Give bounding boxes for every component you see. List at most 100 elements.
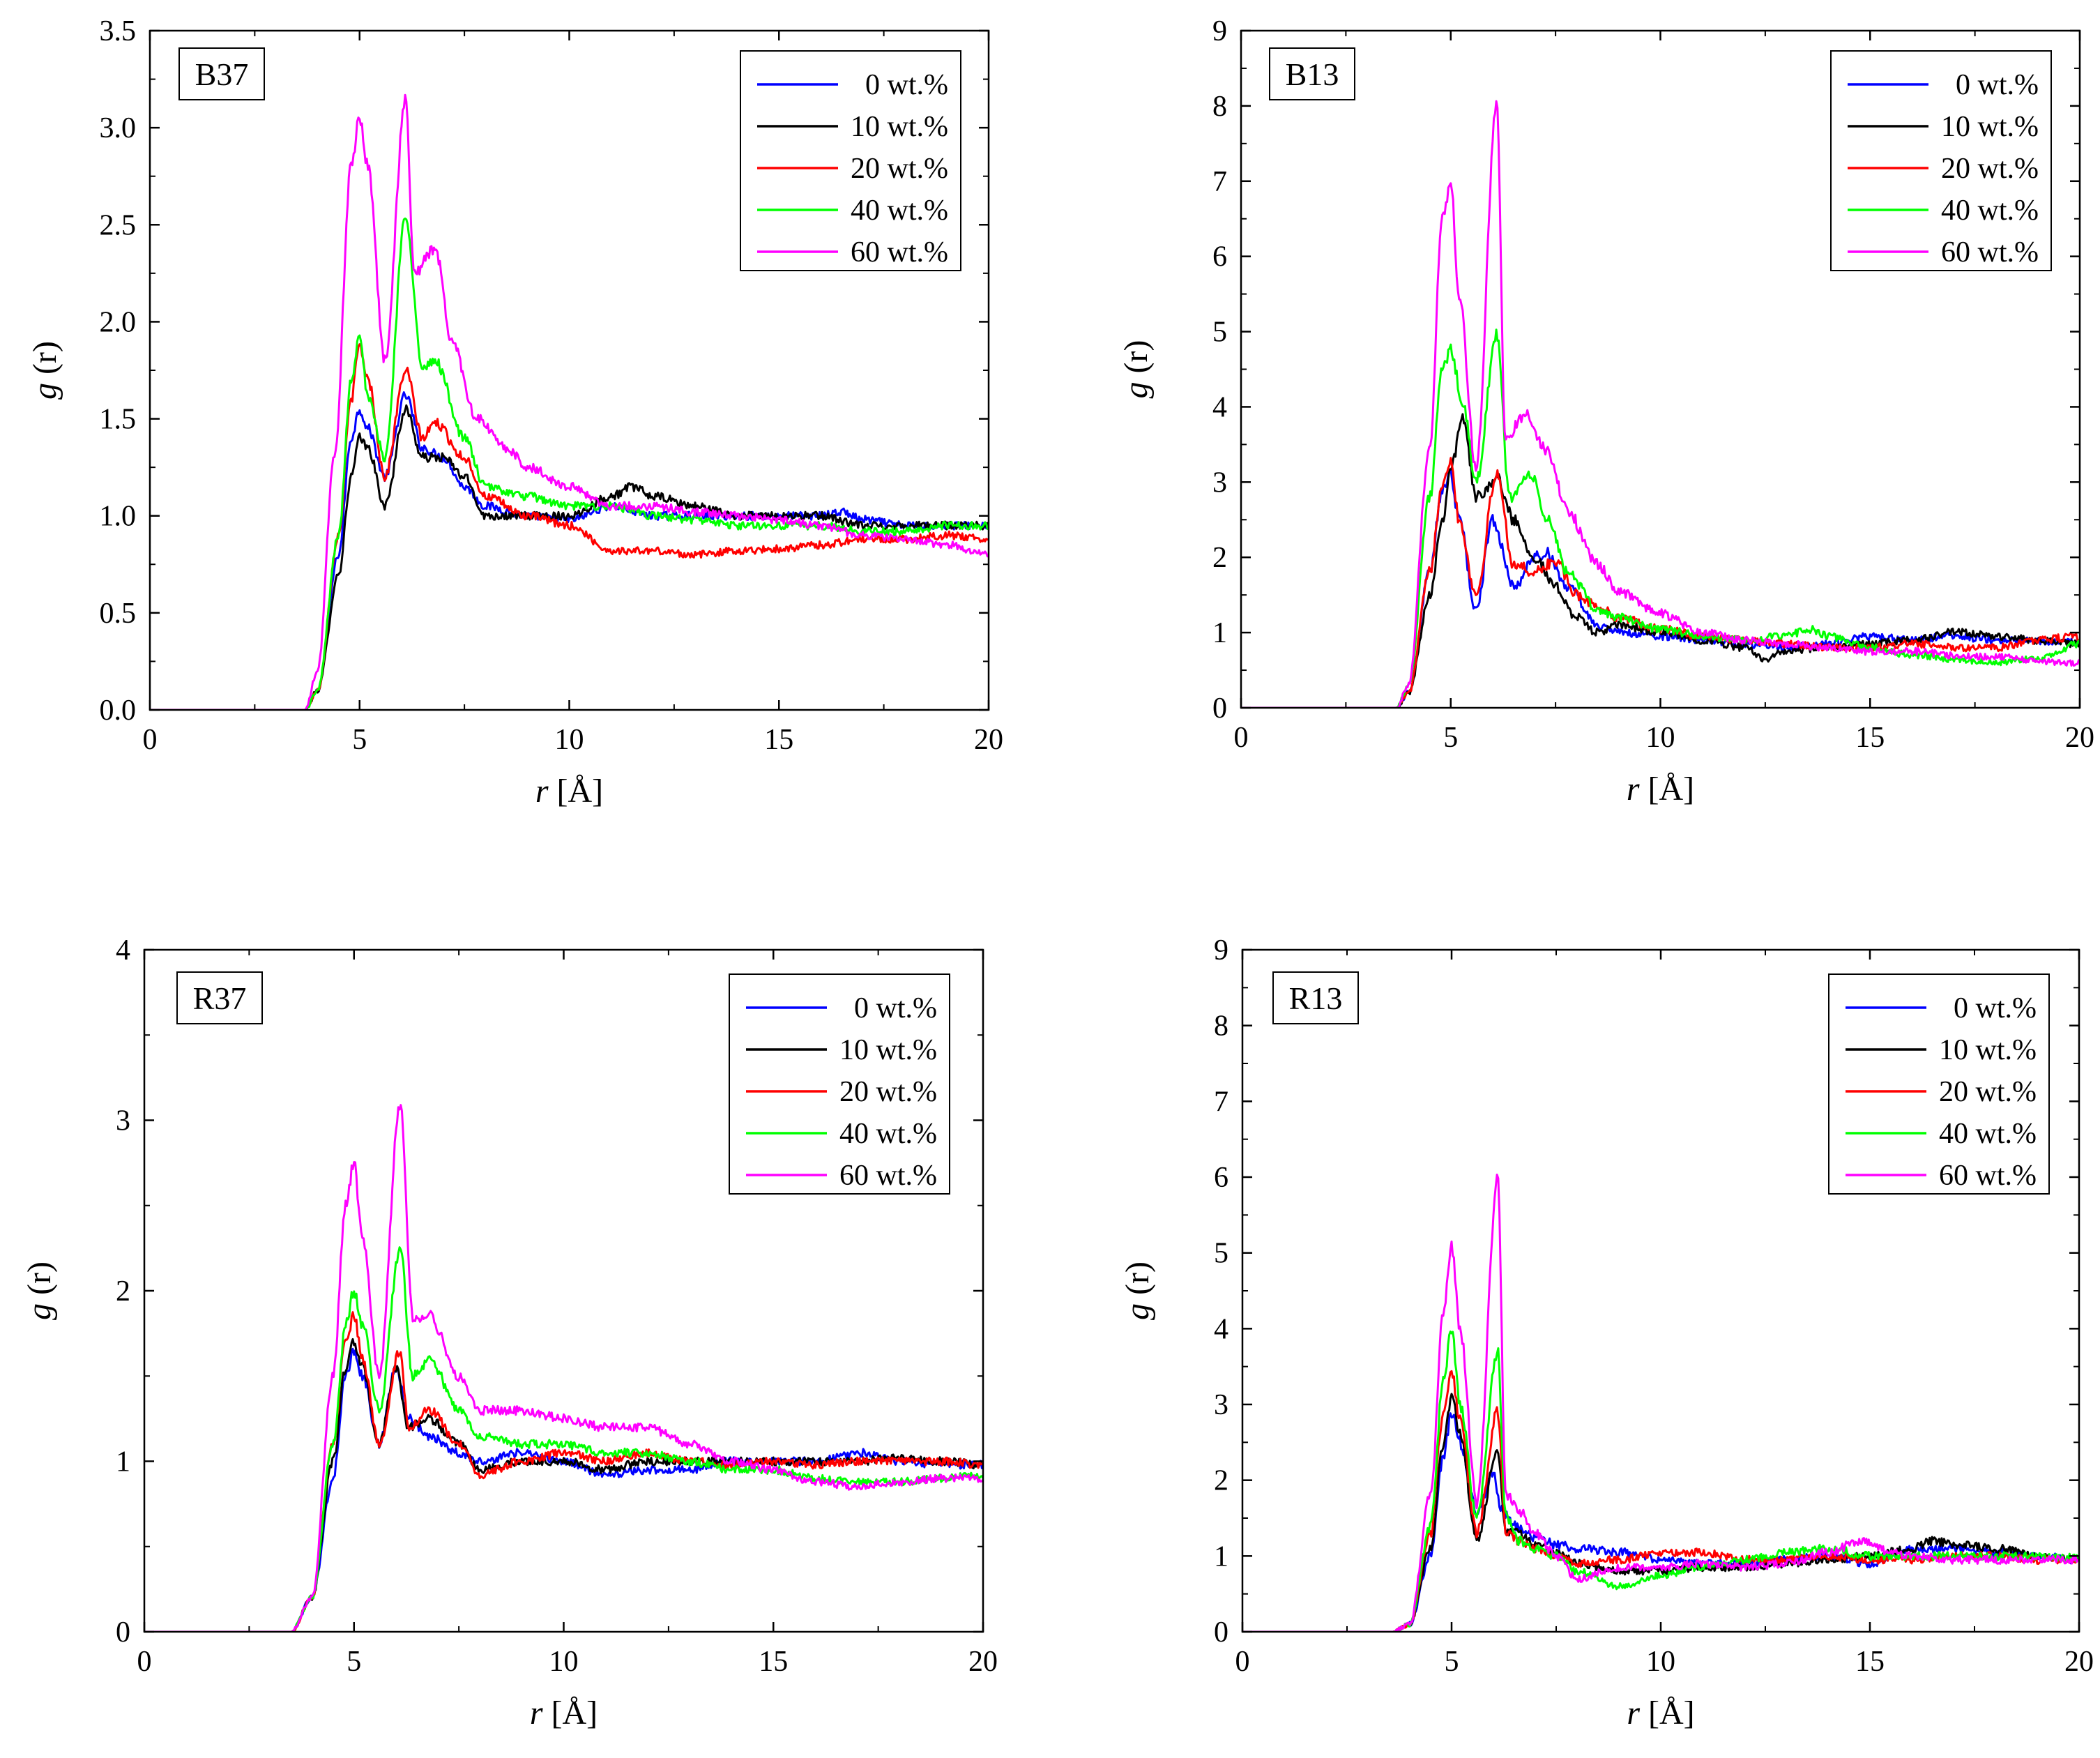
chart-panel-b13: 0 5 10 15 20 0 1 2 3 4 5 6 7 8 9 r [Å] g (r) B13 0 wt.% 10 … <box>1118 15 2094 808</box>
series-line-20-wt <box>144 1311 983 1632</box>
legend-label: 40 wt.% <box>839 1118 937 1150</box>
series-line-0-wt <box>144 1347 983 1632</box>
x-axis-label: r [Å] <box>1627 771 1694 808</box>
series-line-60-wt <box>150 93 989 710</box>
legend-label: 0 wt.% <box>854 992 937 1024</box>
series-line-20-wt <box>1242 1370 2079 1632</box>
legend-label: 20 wt.% <box>1939 1076 2037 1108</box>
y-axis-label: g (r) <box>1119 1261 1156 1320</box>
chart-panel-b37: 0 5 10 15 20 0.0 0.5 1.0 1.5 2.0 2.5 3.0 3.5 r [Å] g (… <box>26 15 1003 810</box>
x-tick-label: 20 <box>2064 1646 2094 1678</box>
legend-label: 60 wt.% <box>1941 236 2039 268</box>
x-axis-label: r [Å] <box>535 773 603 810</box>
y-tick-label: 3 <box>1212 467 1227 499</box>
legend-label: 60 wt.% <box>1939 1160 2037 1192</box>
legend-label: 0 wt.% <box>1954 992 2037 1024</box>
x-tick-label: 5 <box>1445 1646 1459 1678</box>
panel-title: B37 <box>195 56 249 92</box>
y-tick-label: 3 <box>116 1105 130 1137</box>
x-tick-label: 15 <box>759 1646 788 1678</box>
y-tick-label: 4 <box>1212 391 1227 423</box>
series-line-20-wt <box>1241 457 2080 708</box>
y-tick-label: 8 <box>1214 1010 1228 1043</box>
y-tick-label: 5 <box>1212 317 1227 349</box>
x-axis-label: r [Å] <box>1627 1695 1694 1732</box>
x-tick-label: 5 <box>352 724 367 756</box>
y-tick-label: 4 <box>116 934 130 967</box>
x-tick-label: 20 <box>2065 722 2094 754</box>
legend-label: 10 wt.% <box>1939 1034 2037 1066</box>
panel-title: R13 <box>1289 980 1343 1016</box>
y-tick-label: 0 <box>1214 1616 1228 1649</box>
x-tick-label: 5 <box>347 1646 361 1678</box>
chart-panel-r13: 0 5 10 15 20 0 1 2 3 4 5 6 7 8 9 r [Å] g (r) R13 0 wt.% 10 … <box>1119 934 2094 1732</box>
x-tick-label: 0 <box>1235 1646 1250 1678</box>
y-tick-label: 2 <box>1212 542 1227 574</box>
y-tick-label: 2.5 <box>100 209 137 241</box>
series-line-40-wt <box>150 217 989 710</box>
y-tick-label: 0 <box>116 1616 130 1649</box>
series-line-0-wt <box>150 391 989 710</box>
y-axis-label: g (r) <box>21 1261 58 1320</box>
legend-label: 20 wt.% <box>1941 153 2039 185</box>
x-axis-label: r [Å] <box>530 1695 598 1732</box>
series-line-10-wt <box>144 1338 983 1632</box>
legend-label: 20 wt.% <box>851 153 948 185</box>
y-tick-label: 1.0 <box>100 501 137 533</box>
y-tick-label: 6 <box>1212 241 1227 273</box>
x-tick-label: 10 <box>1646 1646 1675 1678</box>
x-tick-label: 10 <box>549 1646 579 1678</box>
series-line-20-wt <box>150 343 989 710</box>
y-tick-label: 1 <box>116 1446 130 1478</box>
x-tick-label: 10 <box>555 724 584 756</box>
y-axis-label: g (r) <box>1118 340 1155 399</box>
y-tick-label: 2 <box>1214 1465 1228 1497</box>
x-tick-label: 15 <box>1855 1646 1885 1678</box>
x-tick-label: 5 <box>1443 722 1458 754</box>
series-line-0-wt <box>1241 468 2080 708</box>
x-tick-label: 15 <box>764 724 793 756</box>
y-tick-label: 4 <box>1214 1313 1228 1345</box>
y-tick-label: 7 <box>1214 1086 1228 1118</box>
panel-tag-box <box>178 47 265 100</box>
legend-label: 0 wt.% <box>865 69 948 101</box>
y-tick-label: 2 <box>116 1275 130 1308</box>
x-tick-label: 0 <box>143 724 158 756</box>
legend-label: 20 wt.% <box>839 1076 937 1108</box>
legend-label: 0 wt.% <box>1956 69 2039 101</box>
series-line-10-wt <box>1242 1393 2079 1632</box>
legend-box <box>740 50 961 271</box>
series-line-40-wt <box>1241 328 2080 708</box>
legend-box <box>1830 50 2052 271</box>
x-tick-label: 20 <box>974 724 1003 756</box>
y-tick-label: 3.5 <box>100 15 137 47</box>
legend-label: 40 wt.% <box>1939 1118 2037 1150</box>
legend-label: 40 wt.% <box>851 195 948 227</box>
legend-box <box>729 973 950 1195</box>
y-tick-label: 6 <box>1214 1162 1228 1194</box>
y-tick-label: 0 <box>1212 692 1227 725</box>
y-tick-label: 1.5 <box>100 404 137 436</box>
x-tick-label: 15 <box>1855 722 1885 754</box>
series-line-10-wt <box>1241 413 2080 708</box>
y-tick-label: 3.0 <box>100 112 137 144</box>
y-axis-label: g (r) <box>26 341 63 400</box>
panel-tag-box <box>1272 971 1359 1024</box>
series-line-60-wt <box>1241 100 2080 708</box>
x-tick-label: 0 <box>137 1646 152 1678</box>
legend-label: 10 wt.% <box>1941 111 2039 143</box>
series-line-40-wt <box>144 1246 983 1632</box>
y-tick-label: 9 <box>1212 15 1227 47</box>
series-line-10-wt <box>150 404 989 710</box>
y-tick-label: 9 <box>1214 934 1228 967</box>
panel-title: B13 <box>1286 56 1339 92</box>
y-tick-label: 5 <box>1214 1238 1228 1270</box>
y-tick-label: 3 <box>1214 1389 1228 1421</box>
x-tick-label: 0 <box>1234 722 1249 754</box>
y-tick-label: 0.0 <box>100 695 137 727</box>
y-tick-label: 8 <box>1212 91 1227 123</box>
panel-tag-box <box>1269 47 1355 100</box>
panel-tag-box <box>176 971 263 1024</box>
legend-box <box>1828 973 2050 1195</box>
y-tick-label: 7 <box>1212 166 1227 198</box>
